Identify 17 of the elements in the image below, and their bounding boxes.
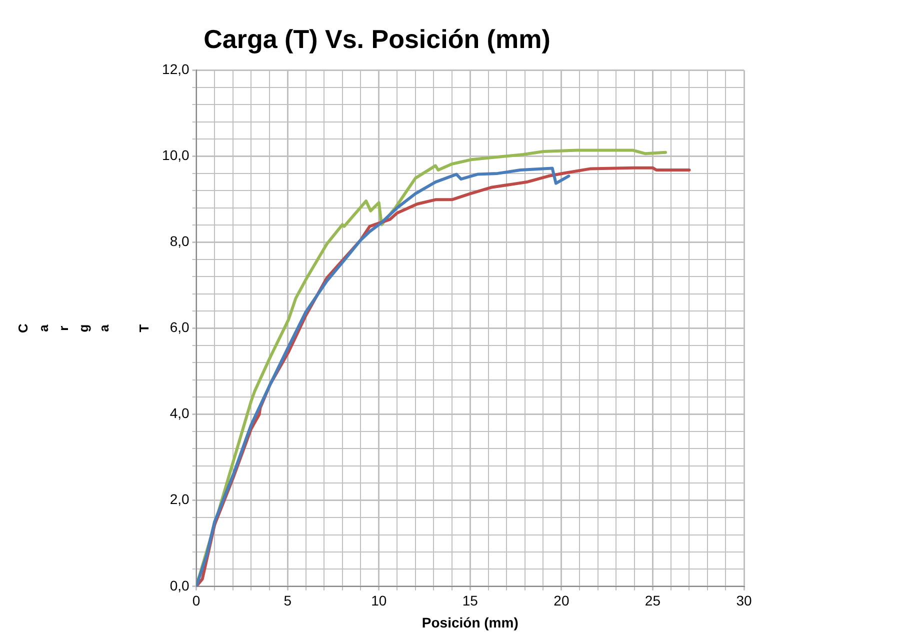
y-tick-label: 0,0	[170, 577, 190, 594]
y-tick-label: 4,0	[170, 405, 190, 422]
x-tick-label: 5	[284, 592, 292, 609]
x-axis-title: Posición (mm)	[422, 614, 518, 630]
y-tick-label: 6,0	[170, 319, 190, 336]
y-tick-label: 8,0	[170, 233, 190, 250]
x-tick-label: 10	[371, 592, 387, 609]
y-tick-label: 12,0	[162, 61, 190, 78]
x-tick-label: 30	[736, 592, 752, 609]
x-tick-label: 0	[192, 592, 200, 609]
y-tick-label: 10,0	[162, 147, 190, 164]
chart-title: Carga (T) Vs. Posición (mm)	[204, 24, 550, 54]
x-tick-label: 20	[554, 592, 570, 609]
x-tick-label: 25	[644, 592, 661, 609]
y-tick-label: 2,0	[170, 491, 190, 508]
text: Carga T	[16, 324, 152, 333]
x-tick-label: 15	[462, 592, 478, 609]
